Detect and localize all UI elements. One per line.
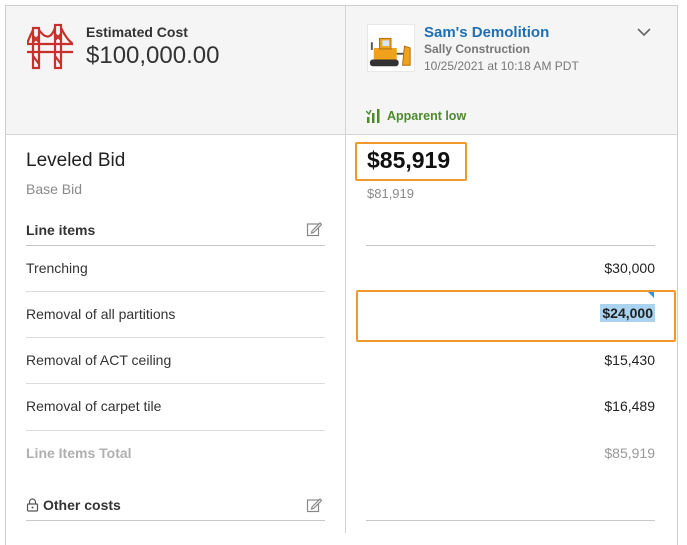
line-items-header: Line items — [26, 222, 95, 238]
bid-header — [5, 5, 678, 135]
selected-cell-highlight — [356, 290, 676, 342]
lock-icon — [26, 498, 39, 512]
divider — [26, 291, 325, 292]
apparent-low-icon — [366, 109, 380, 123]
cell-comment-marker — [648, 292, 654, 298]
divider — [26, 245, 325, 246]
estimated-cost-label: Estimated Cost — [86, 24, 188, 40]
line-item-value[interactable]: $15,430 — [604, 352, 655, 368]
column-divider — [345, 5, 346, 533]
divider — [26, 383, 325, 384]
divider — [366, 520, 655, 521]
apparent-low-label: Apparent low — [387, 109, 467, 123]
selected-value-text[interactable]: $24,000 — [600, 304, 655, 322]
leveled-bid-amount: $85,919 — [367, 147, 451, 173]
line-item-value[interactable]: $30,000 — [604, 260, 655, 276]
estimated-cost-value: $100,000.00 — [86, 42, 220, 69]
divider — [26, 520, 325, 521]
leveled-bid-title: Leveled Bid — [26, 150, 126, 171]
leveled-bid-highlight — [355, 142, 467, 181]
base-bid-amount: $81,919 — [367, 186, 414, 201]
divider — [26, 337, 325, 338]
bidder-company: Sally Construction — [424, 42, 531, 56]
bulldozer-logo — [367, 24, 415, 72]
bridge-icon — [27, 23, 73, 70]
other-costs-label: Other costs — [43, 497, 121, 513]
other-costs-header: Other costs — [26, 497, 121, 513]
bidder-name-link[interactable]: Sam's Demolition — [424, 24, 550, 41]
line-items-total-value: $85,919 — [604, 445, 655, 461]
line-items-label: Line items — [26, 222, 96, 238]
line-item-label: Trenching — [26, 260, 88, 276]
edit-line-items-icon[interactable] — [306, 221, 322, 237]
chevron-down-icon[interactable] — [636, 26, 652, 38]
divider — [366, 245, 655, 246]
line-item-label: Removal of carpet tile — [26, 398, 162, 414]
edit-other-costs-icon[interactable] — [306, 497, 322, 513]
divider — [26, 430, 325, 431]
line-item-value[interactable]: $16,489 — [604, 398, 655, 414]
line-item-label: Removal of all partitions — [26, 306, 176, 322]
line-items-total-label: Line Items Total — [26, 445, 132, 461]
bid-frame — [5, 5, 678, 545]
bid-submitted-date: 10/25/2021 at 10:18 AM PDT — [424, 59, 579, 73]
line-item-value-selected[interactable]: $24,000 — [600, 304, 655, 322]
apparent-low-badge: Apparent low — [366, 108, 466, 124]
line-item-label: Removal of ACT ceiling — [26, 352, 172, 368]
base-bid-label: Base Bid — [26, 181, 83, 197]
